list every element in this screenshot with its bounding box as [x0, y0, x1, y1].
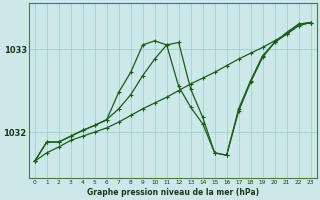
- X-axis label: Graphe pression niveau de la mer (hPa): Graphe pression niveau de la mer (hPa): [87, 188, 259, 197]
